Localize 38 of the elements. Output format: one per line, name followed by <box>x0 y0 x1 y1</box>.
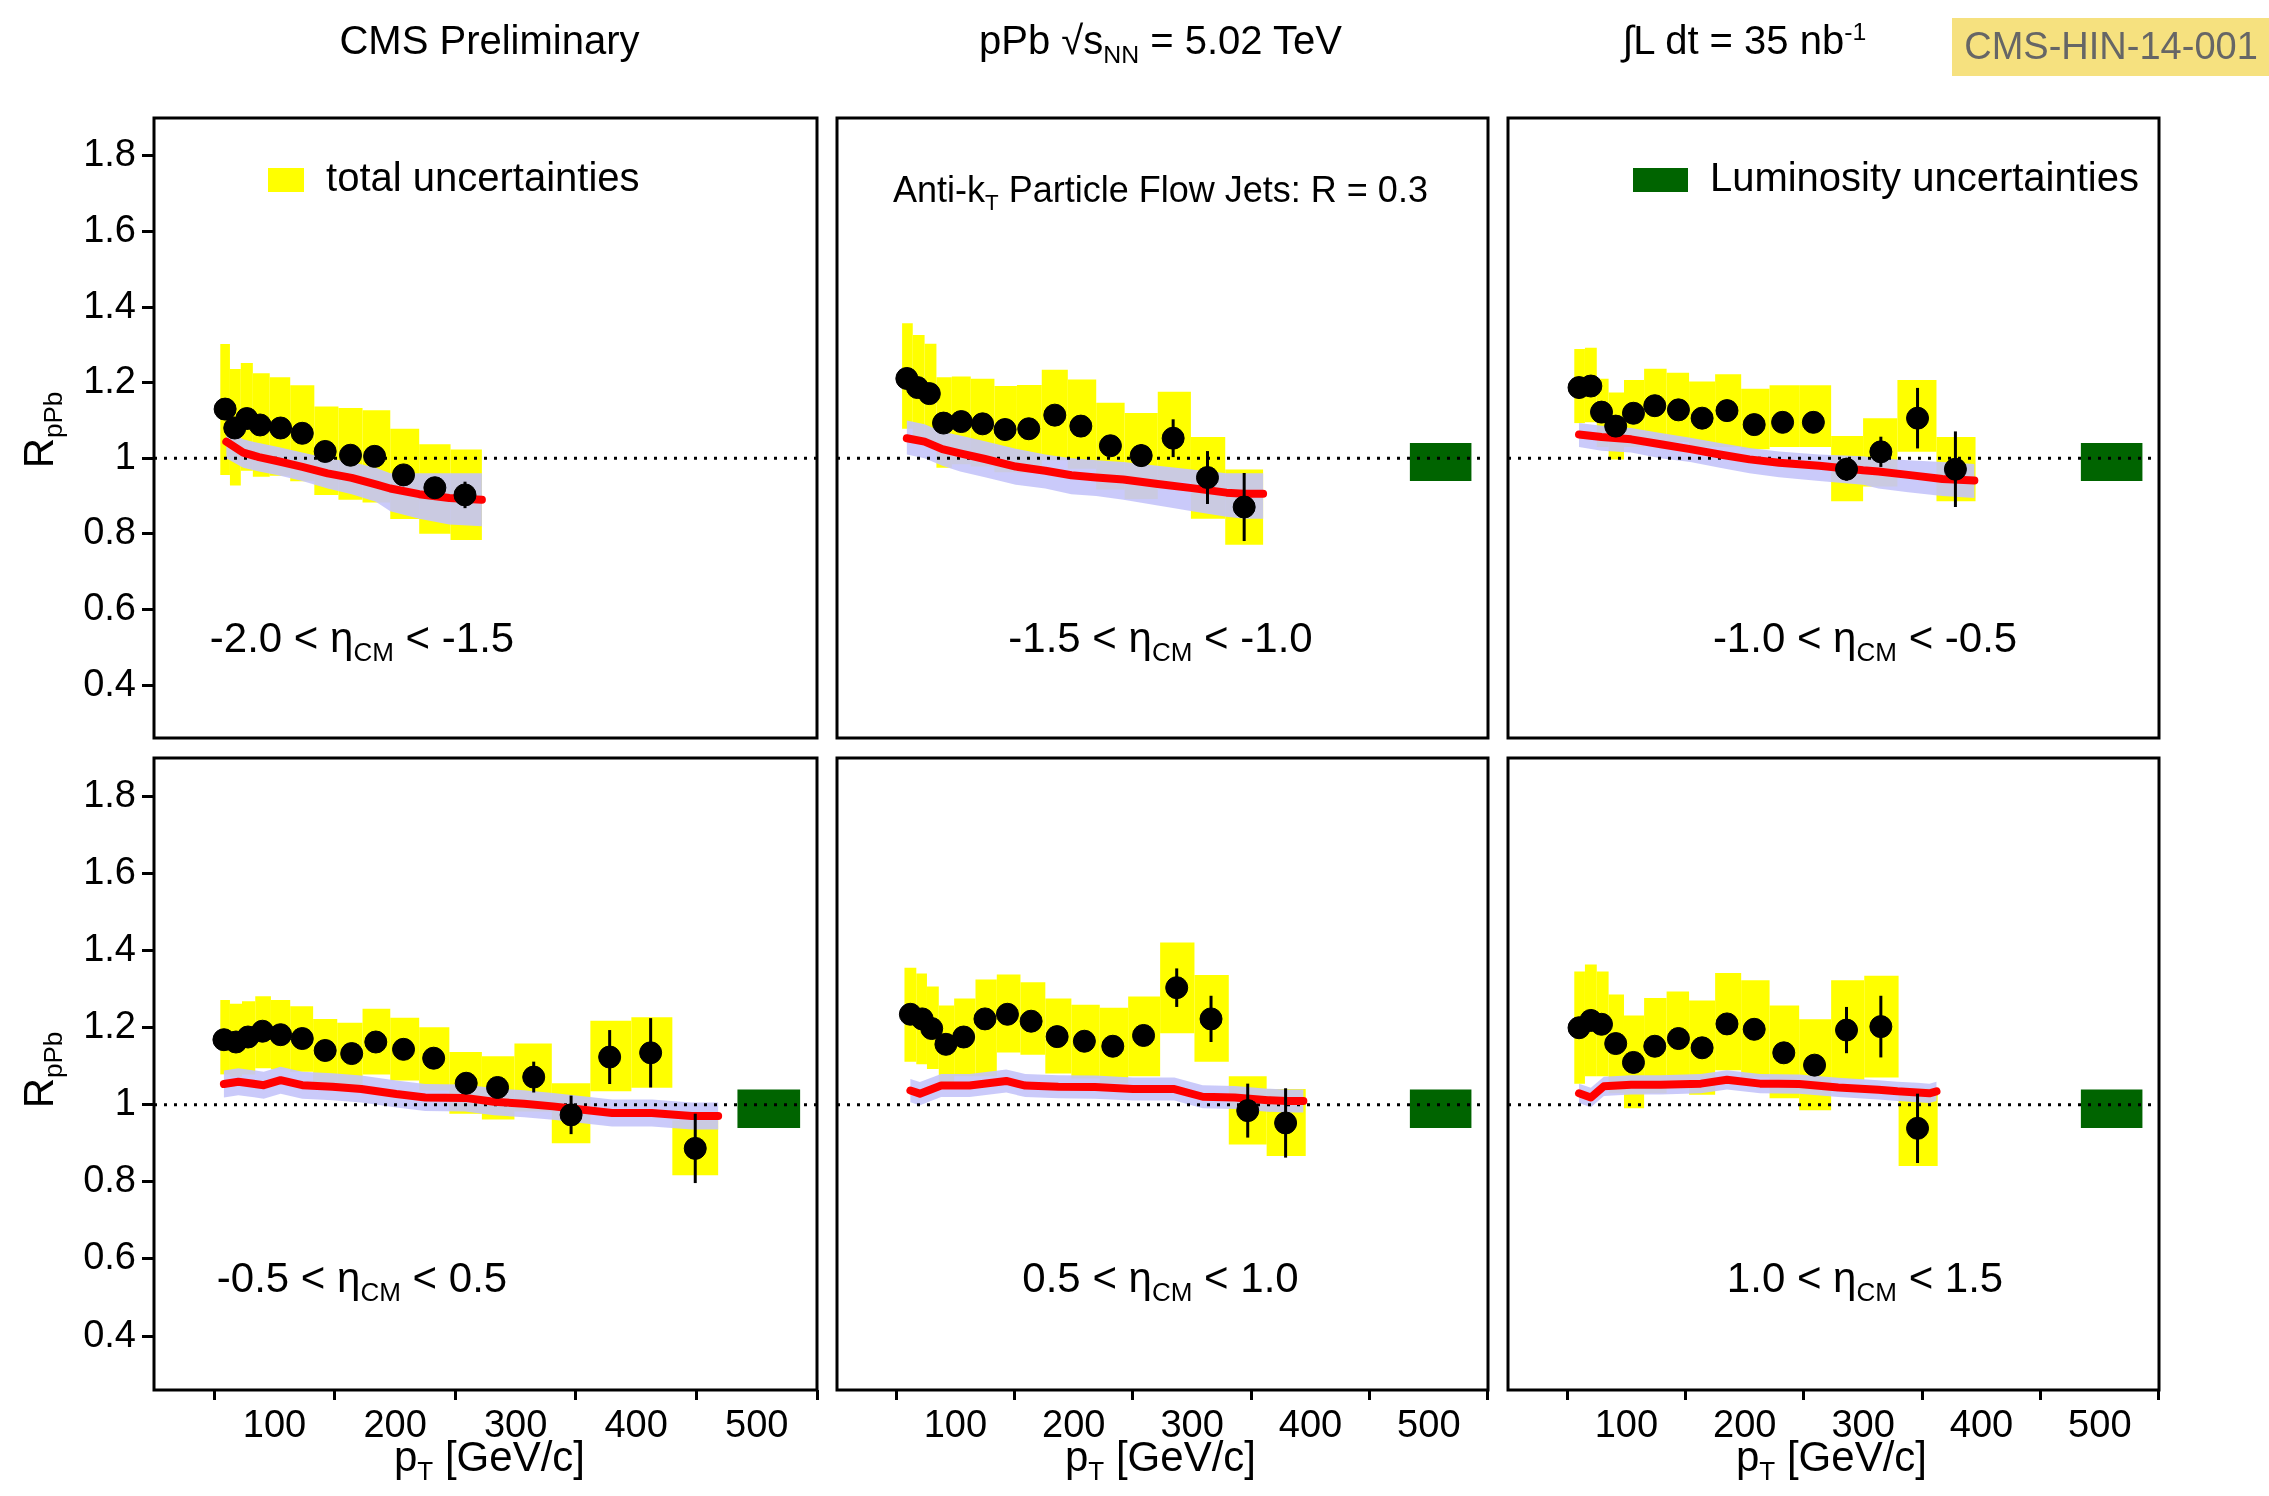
y-tick-label: 0.6 <box>83 1235 136 1278</box>
y-tick-label: 0.8 <box>83 510 136 553</box>
y-tick-label: 1.4 <box>83 283 136 326</box>
y-tick-label: 0.4 <box>83 661 136 704</box>
annotation: -1.0 < η$_{CM}$ < -0.5 <box>1712 614 2018 668</box>
y-tick-label: 1 <box>114 1081 136 1124</box>
x-tick-label: 500 <box>725 1403 789 1446</box>
x-tick-label: 100 <box>242 1403 307 1446</box>
chart-title: ∫L dt = 35 nb$^{-1}$ <box>1622 18 1867 63</box>
chart-subtitle: CMS-HIN-14-001 <box>1952 18 2269 76</box>
y-tick-label: 1.2 <box>83 1004 136 1047</box>
legend-label: Luminosity uncertainties <box>1709 154 2139 199</box>
y-tick-label: 1.8 <box>83 773 136 816</box>
x-tick-label: 400 <box>1949 1403 2014 1446</box>
y-tick-label: 1.8 <box>83 132 136 175</box>
y-tick-label: 1 <box>114 434 136 477</box>
legend-label: total uncertainties <box>326 154 640 199</box>
x-tick-label: 500 <box>1397 1403 1461 1446</box>
y-tick-label: 1.2 <box>83 359 136 402</box>
y-tick-label: 0.6 <box>83 585 136 628</box>
x-tick-label: 400 <box>604 1403 668 1446</box>
x-tick-label: 100 <box>1594 1403 1659 1446</box>
annotation: Anti-k$_{T}$ Particle Flow Jets: R = 0.3 <box>893 169 1428 217</box>
chart-title: pPb √s$_{NN}$ = 5.02 TeV <box>979 18 1342 69</box>
annotation: 1.0 < η$_{CM}$ < 1.5 <box>1726 1254 2004 1308</box>
x-tick-label: 500 <box>2068 1403 2132 1446</box>
annotation: -2.0 < η$_{CM}$ < -1.5 <box>209 614 515 668</box>
annotation: -0.5 < η$_{CM}$ < 0.5 <box>216 1254 508 1308</box>
y-tick-label: 0.8 <box>83 1158 136 1201</box>
chart-title: CMS Preliminary <box>339 18 640 62</box>
x-tick-label: 400 <box>1278 1403 1343 1446</box>
annotation: -1.5 < η$_{CM}$ < -1.0 <box>1008 614 1313 668</box>
y-tick-label: 1.4 <box>83 927 136 970</box>
y-tick-label: 0.4 <box>83 1312 136 1355</box>
x-tick-label: 100 <box>923 1403 988 1446</box>
annotation: 0.5 < η$_{CM}$ < 1.0 <box>1022 1254 1299 1308</box>
y-tick-label: 1.6 <box>83 207 136 250</box>
y-tick-label: 1.6 <box>83 850 136 893</box>
